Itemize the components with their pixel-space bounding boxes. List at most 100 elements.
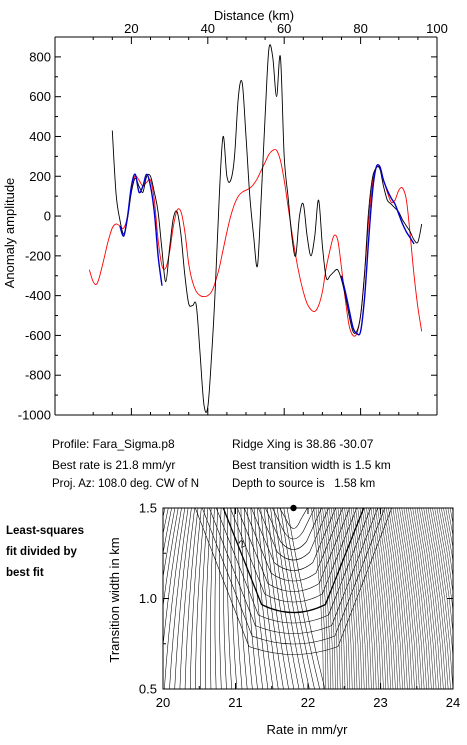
fit-segment-line	[340, 163, 415, 336]
contour-line	[405, 508, 427, 689]
ridge-crossing-text: Ridge Xing is 38.86 -30.07	[232, 437, 374, 451]
top-series	[88, 44, 423, 413]
y-tick-label: -800	[25, 368, 51, 383]
contour-line	[388, 508, 408, 689]
y-tick-label: 600	[29, 89, 51, 104]
observed-anomaly-line	[111, 44, 423, 413]
contour-line	[445, 508, 453, 549]
x-tick-label: 40	[201, 21, 215, 36]
contour-line	[265, 508, 322, 550]
x-tick-label: 100	[426, 21, 448, 36]
anomaly-chart: Distance (km) Anomaly amplitude 20 40 60 80…	[2, 8, 448, 423]
y-tick-label: 0	[44, 209, 51, 224]
contour-line	[441, 508, 453, 578]
contour-line	[386, 508, 406, 689]
bottom-x-axis-title: Rate in mm/yr	[267, 722, 349, 737]
contour-line	[375, 508, 394, 689]
x-tick-label: 20	[156, 695, 170, 710]
contour-line	[403, 508, 425, 689]
contour-line	[208, 508, 379, 634]
contour-line	[335, 508, 351, 689]
contour-line	[317, 508, 331, 689]
contour-line	[163, 508, 182, 649]
contour-line	[201, 508, 386, 645]
contour-line	[423, 508, 447, 689]
top-y-ticks: 800 600 400 200 0 -200 -400 -600 -800 -1000	[18, 37, 438, 423]
contour-line	[364, 508, 382, 689]
contour-line	[383, 508, 403, 689]
x-tick-label: 80	[353, 21, 367, 36]
contour-line	[179, 508, 195, 689]
x-tick-label: 20	[124, 21, 138, 36]
contour-line	[401, 508, 423, 689]
contour-line	[200, 508, 209, 689]
contour-line	[214, 508, 219, 689]
side-label-line-1: Least-squares	[6, 525, 84, 537]
contour-line	[339, 508, 355, 689]
contour-line	[421, 508, 444, 689]
contour-line	[457, 508, 467, 691]
contour-line	[226, 508, 232, 689]
top-y-axis-title: Anomaly amplitude	[2, 178, 17, 289]
contour-line	[263, 508, 289, 689]
contour-line	[372, 508, 391, 689]
contour-line	[425, 508, 449, 689]
contour-line	[247, 508, 264, 689]
contour-line	[379, 508, 399, 689]
bottom-x-ticks: 20 21 22 23 24	[156, 508, 460, 710]
top-x-ticks: 20 40 60 80 100	[55, 21, 448, 416]
contour-line	[344, 508, 360, 689]
contour-line	[414, 508, 437, 689]
contour-line	[443, 508, 453, 563]
x-tick-label: 22	[301, 695, 315, 710]
contour-line	[322, 508, 336, 689]
side-label-line-2: fit divided by	[6, 546, 77, 558]
side-label: Least-squares fit divided by best fit	[6, 521, 84, 584]
contour-line	[315, 508, 329, 689]
contour-line	[381, 508, 401, 689]
contour-line	[184, 508, 199, 689]
contour-line	[320, 508, 334, 689]
contour-line	[240, 508, 253, 689]
contour-line	[163, 508, 176, 579]
contour-line	[324, 508, 339, 689]
contour-lines	[163, 508, 467, 691]
x-tick-label: 24	[446, 695, 460, 710]
y-tick-label: -600	[25, 328, 51, 343]
contour-line	[348, 508, 365, 689]
contour-line	[390, 508, 411, 689]
contour-line	[258, 508, 329, 561]
contour-line	[276, 508, 310, 689]
contour-line	[243, 508, 258, 689]
contour-line	[337, 508, 353, 689]
contour-line	[370, 508, 389, 689]
minimum-marker	[290, 504, 297, 512]
contour-line	[355, 508, 372, 689]
contour-line	[399, 508, 420, 689]
contour-line	[452, 508, 453, 513]
best-rate-text: Best rate is 21.8 mm/yr	[52, 458, 176, 472]
best-width-text: Best transition width is 1.5 km	[232, 458, 391, 472]
contour-line	[174, 508, 192, 689]
contour-line	[311, 508, 324, 689]
contour-line	[313, 508, 327, 689]
contour-line	[280, 508, 315, 689]
fit-segment-line	[119, 173, 163, 286]
contour-line	[163, 508, 169, 536]
contour-line	[260, 508, 284, 689]
contour-line	[250, 508, 269, 689]
contour-line	[333, 508, 348, 689]
contour-line	[394, 508, 415, 689]
contour-line	[163, 508, 172, 556]
contour-line	[353, 508, 370, 689]
y-tick-label: -400	[25, 288, 51, 303]
azimuth-text: Proj. Az: 108.0 deg. CW of N	[52, 478, 200, 490]
contour-line	[427, 508, 451, 689]
contour-line	[326, 508, 341, 689]
contour-line	[342, 508, 358, 689]
profile-text: Profile: Fara_Sigma.p8	[52, 437, 175, 451]
contour-line	[229, 508, 358, 603]
contour-line	[230, 508, 238, 689]
y-tick-label: 400	[29, 129, 51, 144]
